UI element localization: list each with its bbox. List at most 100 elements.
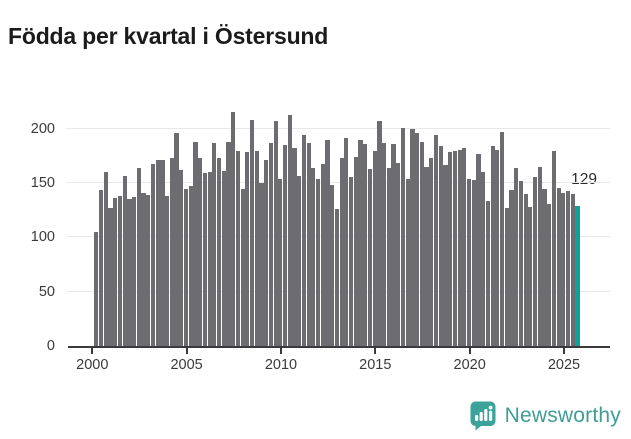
bar bbox=[325, 139, 330, 346]
bar bbox=[113, 198, 118, 346]
bar bbox=[188, 186, 193, 346]
bar bbox=[216, 158, 222, 346]
bar bbox=[490, 146, 495, 346]
bar bbox=[372, 150, 377, 346]
bar bbox=[287, 114, 292, 346]
bar bbox=[150, 163, 156, 346]
bar bbox=[485, 200, 490, 346]
gridline bbox=[66, 182, 610, 184]
bar bbox=[127, 199, 132, 346]
bar bbox=[466, 178, 472, 346]
bar bbox=[136, 167, 141, 346]
bar bbox=[141, 192, 146, 346]
last-value-label: 129 bbox=[571, 171, 597, 188]
bar bbox=[183, 188, 189, 346]
bar bbox=[358, 139, 363, 346]
bar bbox=[462, 148, 467, 346]
bar bbox=[438, 146, 443, 346]
bar bbox=[457, 149, 462, 346]
bar bbox=[396, 162, 401, 346]
x-axis-label: 2025 bbox=[547, 357, 581, 373]
bar bbox=[254, 150, 259, 346]
x-axis-tick bbox=[374, 348, 377, 354]
bar bbox=[429, 158, 434, 346]
bar bbox=[221, 171, 226, 346]
y-axis-label: 0 bbox=[46, 338, 55, 354]
bar bbox=[377, 121, 382, 346]
bar bbox=[108, 208, 113, 346]
bar bbox=[320, 163, 325, 346]
bar bbox=[315, 178, 321, 346]
bar bbox=[509, 189, 514, 346]
bar bbox=[226, 141, 231, 346]
x-axis-tick bbox=[185, 348, 188, 354]
x-axis-label: 2005 bbox=[170, 357, 203, 373]
bar bbox=[514, 167, 519, 346]
x-axis-label: 2010 bbox=[264, 357, 298, 373]
bar bbox=[169, 158, 174, 346]
bar bbox=[301, 135, 307, 346]
x-axis-tick bbox=[279, 348, 282, 354]
bar bbox=[94, 232, 99, 346]
bar bbox=[419, 141, 424, 346]
bar bbox=[353, 157, 358, 346]
bar bbox=[547, 203, 552, 346]
bar bbox=[415, 133, 420, 346]
bar bbox=[179, 170, 184, 346]
x-axis-label: 2015 bbox=[359, 357, 392, 373]
newsworthy-logo: Newsworthy bbox=[469, 400, 621, 431]
bar bbox=[382, 143, 387, 346]
bar bbox=[193, 141, 198, 346]
bar bbox=[448, 151, 453, 346]
bar bbox=[334, 209, 340, 346]
bar bbox=[103, 172, 108, 346]
bar bbox=[349, 176, 354, 346]
bar bbox=[278, 178, 283, 346]
bar bbox=[198, 158, 203, 346]
bar bbox=[273, 121, 278, 346]
bar bbox=[532, 176, 538, 346]
bar bbox=[174, 133, 179, 346]
bar bbox=[386, 167, 391, 346]
bar bbox=[297, 175, 302, 346]
chart-title: Födda per kvartal i Östersund bbox=[8, 23, 329, 50]
bar bbox=[165, 196, 170, 346]
bar bbox=[391, 144, 396, 346]
bar bbox=[146, 195, 151, 346]
bar bbox=[282, 145, 288, 346]
bar bbox=[235, 150, 240, 346]
bar bbox=[481, 172, 486, 346]
bar bbox=[330, 185, 335, 346]
bar bbox=[405, 178, 410, 346]
bar bbox=[410, 128, 415, 346]
bar bbox=[561, 192, 566, 346]
bar bbox=[570, 194, 575, 346]
bar bbox=[499, 132, 505, 346]
bar bbox=[249, 120, 255, 346]
bar bbox=[518, 181, 524, 346]
newsworthy-bubble-chart-icon bbox=[470, 401, 496, 431]
bar bbox=[344, 137, 349, 346]
bar bbox=[268, 143, 274, 346]
bar bbox=[311, 167, 316, 346]
bar bbox=[259, 183, 264, 346]
bar bbox=[306, 143, 311, 346]
bar bbox=[400, 127, 406, 346]
bar bbox=[155, 160, 160, 346]
bar bbox=[556, 187, 561, 346]
bar bbox=[476, 153, 481, 346]
bar bbox=[264, 160, 269, 346]
bar bbox=[542, 188, 547, 346]
bar-chart-plot-area: 129 0 50 100 150 200 2000 2005 2010 2015 2020 2025 bbox=[31, 105, 610, 373]
y-axis-label: 100 bbox=[30, 229, 55, 246]
x-axis-label: 2020 bbox=[453, 357, 486, 373]
bar bbox=[122, 175, 127, 346]
x-axis-tick bbox=[91, 348, 94, 354]
bar bbox=[231, 111, 236, 346]
x-axis-tick bbox=[563, 348, 565, 354]
bar bbox=[433, 135, 439, 346]
y-axis-label: 50 bbox=[38, 283, 55, 300]
bar bbox=[99, 189, 104, 346]
bar bbox=[528, 207, 533, 346]
